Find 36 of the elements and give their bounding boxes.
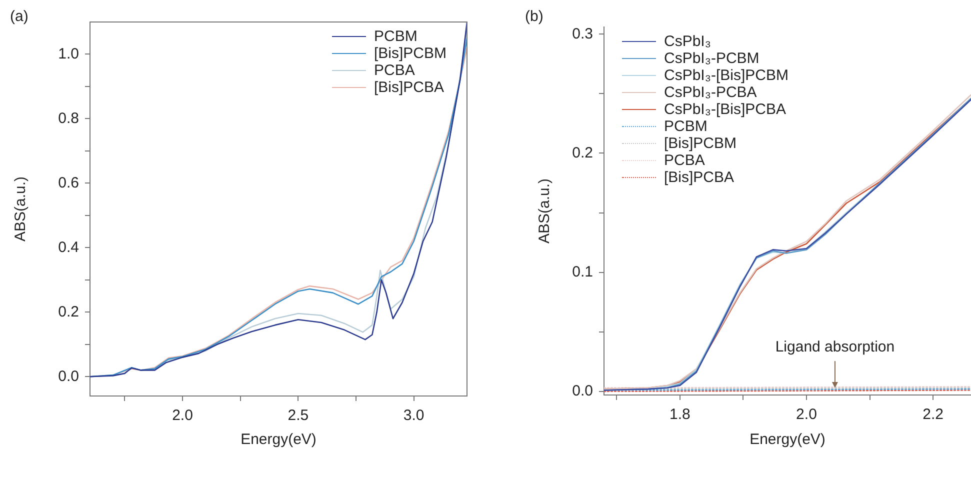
legend-label: CsPbI₃ (664, 33, 711, 50)
legend-label: PCBM (374, 28, 418, 45)
legend-label: PCBA (374, 62, 415, 79)
y-tick-label: 1.0 (58, 45, 79, 62)
chart-title: (b) (525, 8, 544, 25)
y-tick-label: 0.0 (58, 368, 79, 385)
legend-label: [Bis]PCBA (374, 79, 444, 96)
x-tick-label: 2.2 (922, 406, 944, 424)
legend-label: [Bis]PCBM (664, 135, 737, 152)
y-tick-label: 0.1 (572, 263, 593, 280)
x-tick-label: 2.0 (796, 406, 817, 424)
x-tick-label: 1.8 (670, 406, 690, 424)
y-axis-title: ABS(a.u.) (12, 176, 30, 242)
legend-label: CsPbI₃-[Bis]PCBM (664, 67, 788, 84)
y-tick-label: 0.8 (58, 110, 79, 127)
y-axis-title: ABS(a.u.) (536, 178, 554, 244)
legend-label: [Bis]PCBA (664, 169, 734, 186)
legend-label: PCBA (664, 152, 705, 169)
legend-label: CsPbI₃-PCBM (664, 50, 760, 67)
y-tick-label: 0.0 (572, 382, 593, 400)
y-tick-label: 0.6 (58, 174, 79, 192)
legend-label: PCBM (664, 118, 708, 135)
annotation: Ligand absorption (775, 338, 895, 356)
x-axis-title: Energy(eV) (240, 431, 316, 448)
legend-label: CsPbI₃-[Bis]PCBA (664, 101, 786, 118)
legend-label: [Bis]PCBM (374, 45, 447, 62)
legend-label: CsPbI₃-PCBA (664, 84, 757, 101)
chart-title: (a) (10, 8, 28, 25)
x-tick-label: 2.5 (288, 407, 309, 424)
x-axis-title: Energy(eV) (750, 431, 826, 448)
y-tick-label: 0.4 (58, 238, 79, 256)
y-tick-label: 0.2 (572, 144, 593, 162)
x-tick-label: 2.0 (172, 407, 193, 424)
y-tick-label: 0.2 (58, 303, 79, 320)
x-tick-label: 3.0 (403, 407, 424, 424)
y-tick-label: 0.3 (572, 25, 593, 42)
